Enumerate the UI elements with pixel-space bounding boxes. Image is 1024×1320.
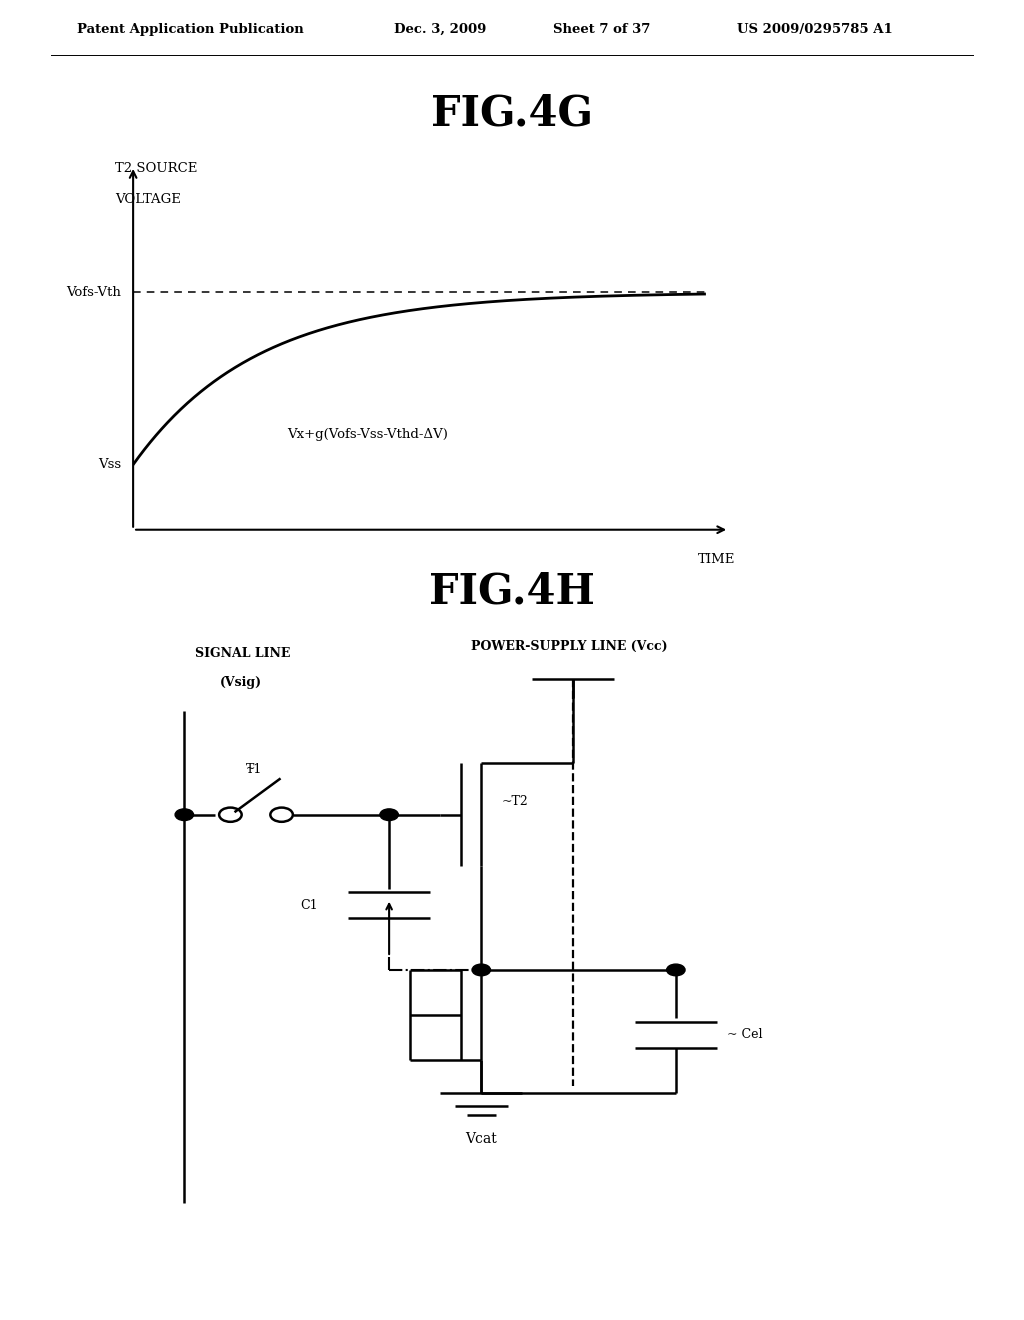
Circle shape bbox=[380, 809, 398, 821]
Text: Vss: Vss bbox=[97, 458, 121, 471]
Circle shape bbox=[175, 809, 194, 821]
Text: Patent Application Publication: Patent Application Publication bbox=[77, 24, 303, 36]
Text: FIG.4G: FIG.4G bbox=[431, 92, 593, 135]
Text: Dec. 3, 2009: Dec. 3, 2009 bbox=[394, 24, 486, 36]
Text: (Vsig): (Vsig) bbox=[220, 676, 262, 689]
Text: T2 SOURCE: T2 SOURCE bbox=[115, 162, 197, 176]
Text: ~T2: ~T2 bbox=[502, 795, 528, 808]
Text: POWER-SUPPLY LINE (Vcc): POWER-SUPPLY LINE (Vcc) bbox=[471, 640, 668, 653]
Text: C1: C1 bbox=[300, 899, 317, 912]
Text: Vcat: Vcat bbox=[465, 1131, 498, 1146]
Text: TIME: TIME bbox=[698, 553, 735, 566]
Text: Vofs-Vth: Vofs-Vth bbox=[66, 286, 121, 298]
Text: ~: ~ bbox=[246, 764, 256, 775]
Text: ~ Cel: ~ Cel bbox=[727, 1028, 763, 1041]
Circle shape bbox=[667, 964, 685, 975]
Text: SIGNAL LINE: SIGNAL LINE bbox=[195, 647, 290, 660]
Text: T1: T1 bbox=[246, 763, 262, 776]
Text: Vx+g(Vofs-Vss-Vthd-ΔV): Vx+g(Vofs-Vss-Vthd-ΔV) bbox=[287, 428, 447, 441]
Text: VOLTAGE: VOLTAGE bbox=[115, 193, 180, 206]
Circle shape bbox=[472, 964, 490, 975]
Text: US 2009/0295785 A1: US 2009/0295785 A1 bbox=[737, 24, 893, 36]
Text: Sheet 7 of 37: Sheet 7 of 37 bbox=[553, 24, 650, 36]
Text: FIG.4H: FIG.4H bbox=[429, 570, 595, 612]
